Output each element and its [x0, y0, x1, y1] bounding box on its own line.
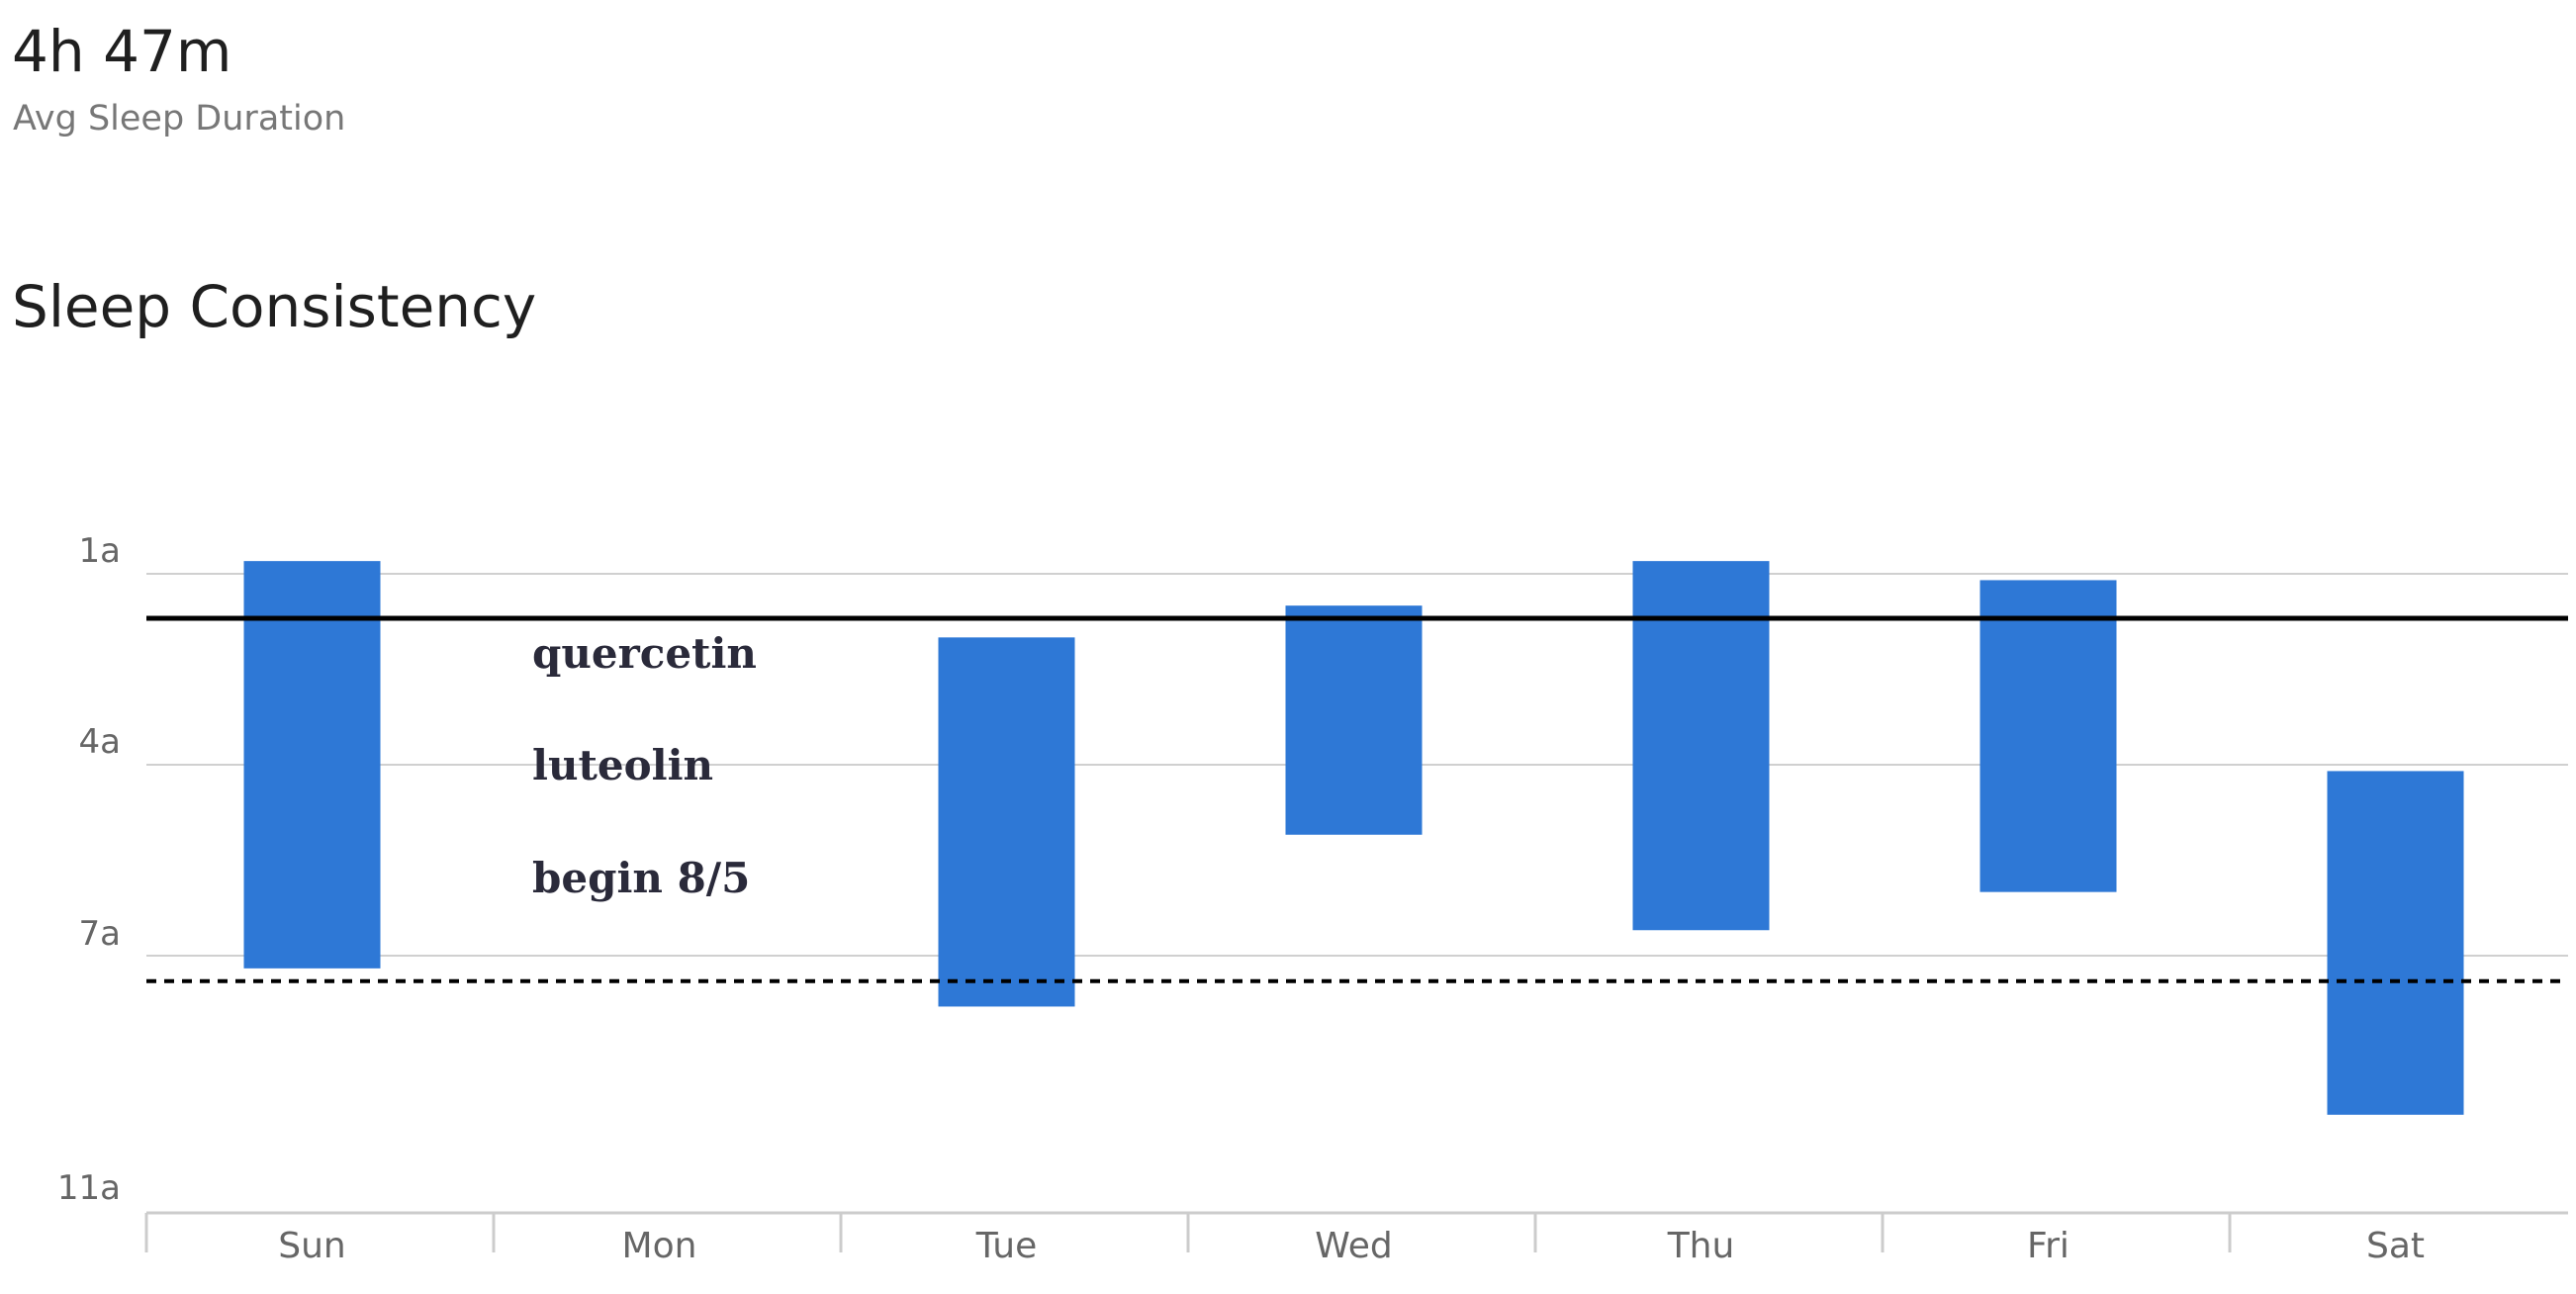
bar-wed [1285, 605, 1423, 835]
annotation-text: quercetin [532, 629, 757, 678]
section-title: Sleep Consistency [12, 273, 537, 340]
y-tick-label: 7a [79, 914, 121, 954]
x-tick-label-fri: Fri [2027, 1226, 2070, 1266]
x-tick-label-sat: Sat [2366, 1226, 2425, 1266]
bar-sun [243, 561, 381, 969]
avg-sleep-value: 4h 47m [12, 18, 232, 85]
bar-tue [938, 637, 1075, 1007]
y-tick-label: 1a [79, 531, 121, 571]
x-tick-label-wed: Wed [1315, 1226, 1393, 1266]
x-tick-label-sun: Sun [278, 1226, 345, 1266]
avg-sleep-label: Avg Sleep Duration [13, 99, 346, 139]
annotation-text: begin 8/5 [532, 854, 750, 902]
bar-fri [1979, 580, 2117, 892]
x-tick-label-thu: Thu [1667, 1226, 1735, 1266]
x-tick-label-mon: Mon [622, 1226, 697, 1266]
x-tick-label-tue: Tue [975, 1226, 1038, 1266]
annotation-text: luteolin [532, 741, 713, 789]
bar-thu [1632, 561, 1770, 931]
y-tick-label: 4a [79, 722, 121, 762]
bar-sat [2327, 771, 2464, 1115]
y-tick-label: 11a [57, 1168, 121, 1208]
